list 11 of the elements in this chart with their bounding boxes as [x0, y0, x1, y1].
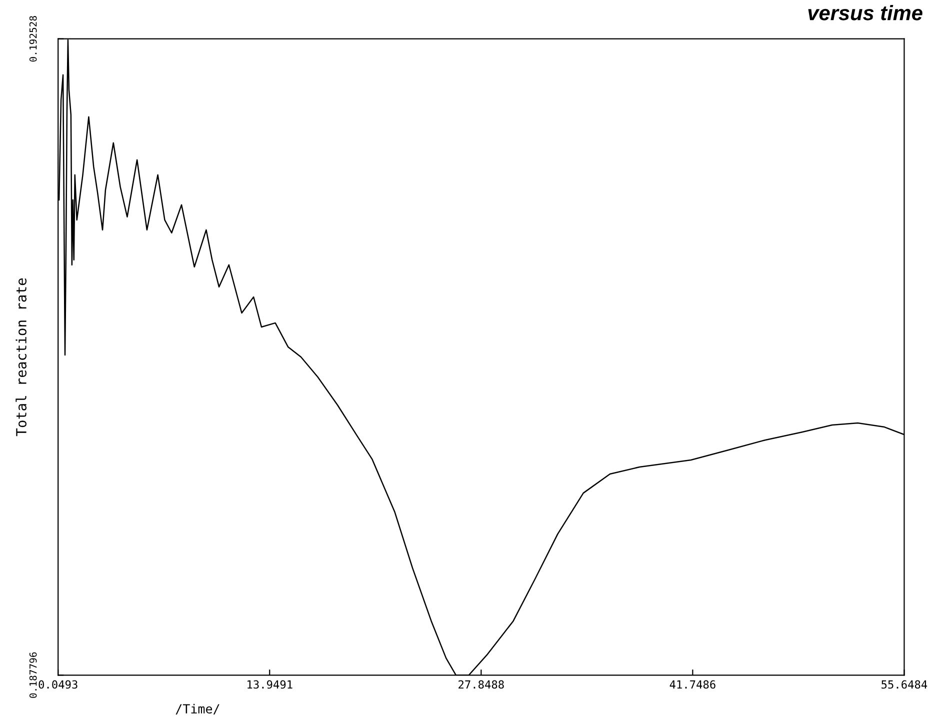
x-axis-title: /Time/: [176, 704, 220, 714]
line-series: [58, 39, 904, 676]
x-tick-label: 41.7486: [670, 680, 716, 689]
x-tick-label: 0.0493: [38, 680, 78, 689]
x-tick-label: 13.9491: [248, 680, 292, 689]
y-tick-label: 0.192528: [29, 16, 37, 62]
x-tick-label: 55.6484: [882, 680, 928, 689]
x-tick-label: 27.8488: [458, 680, 504, 689]
chart-title: versus time: [808, 5, 922, 20]
y-axis-title: Total reaction rate: [16, 278, 26, 436]
y-tick-label: 0.187796: [29, 652, 37, 698]
